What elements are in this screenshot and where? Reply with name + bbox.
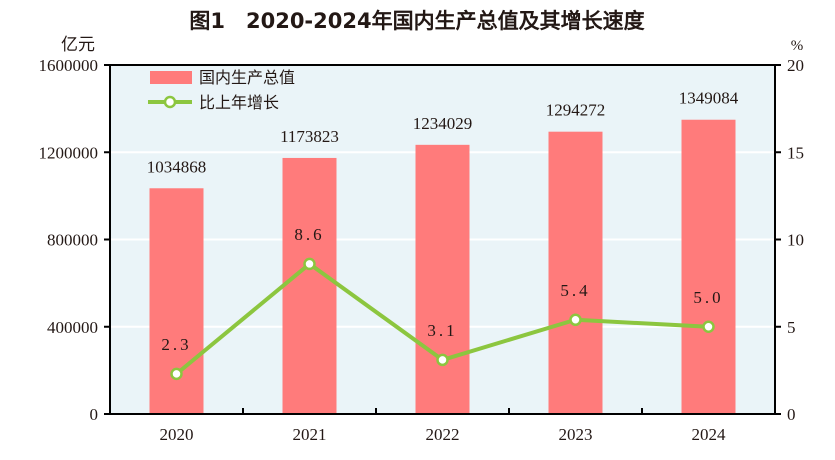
bar-value-label: 1173823 — [280, 127, 339, 146]
bar-2022 — [415, 144, 470, 414]
growth-value-label: 2.3 — [161, 335, 191, 354]
growth-value-label: 5.4 — [560, 281, 590, 300]
growth-point-2024 — [702, 320, 715, 333]
growth-value-label: 3.1 — [427, 321, 457, 340]
bar-2020 — [149, 188, 204, 414]
right-tick-label: 5 — [787, 318, 796, 337]
right-tick-label: 0 — [787, 405, 796, 424]
left-tick-label: 1200000 — [39, 143, 99, 162]
growth-value-label: 5.0 — [693, 288, 723, 307]
bar-value-label: 1294272 — [546, 101, 606, 120]
right-tick-label: 15 — [787, 143, 804, 162]
legend-label-gdp: 国内生产总值 — [199, 69, 295, 87]
growth-point-2020 — [170, 367, 183, 381]
bar-value-label: 1034868 — [147, 157, 207, 176]
growth-point-2022 — [436, 353, 449, 367]
left-axis-label: 亿元 — [61, 35, 95, 54]
bar-value-label: 1349084 — [679, 89, 739, 108]
left-tick-label: 400000 — [47, 318, 98, 337]
left-tick-label: 800000 — [47, 231, 98, 250]
x-tick-label: 2020 — [160, 425, 194, 444]
growth-value-label: 8.6 — [294, 225, 324, 244]
right-axis-label: % — [791, 38, 804, 54]
legend-label-growth: 比上年增长 — [199, 94, 279, 112]
x-tick-label: 2021 — [293, 425, 327, 444]
bar-value-label: 1234029 — [413, 114, 473, 133]
chart-title: 图1 2020-2024年国内生产总值及其增长速度 — [189, 9, 644, 33]
bar-2023 — [548, 131, 603, 414]
legend-swatch-gdp — [150, 71, 192, 84]
left-tick-label: 1600000 — [39, 56, 99, 75]
bar-2021 — [282, 157, 337, 415]
x-tick-label: 2024 — [692, 425, 727, 444]
x-tick-label: 2022 — [426, 425, 460, 444]
legend: 国内生产总值 比上年增长 — [148, 69, 295, 112]
growth-point-2023 — [569, 313, 582, 327]
bar-2024 — [681, 119, 736, 415]
left-tick-label: 0 — [90, 405, 99, 424]
x-tick-label: 2023 — [559, 425, 593, 444]
right-tick-label: 10 — [787, 231, 804, 250]
right-tick-label: 20 — [787, 56, 804, 75]
growth-point-2021 — [303, 257, 316, 271]
legend-marker-growth — [163, 95, 177, 109]
